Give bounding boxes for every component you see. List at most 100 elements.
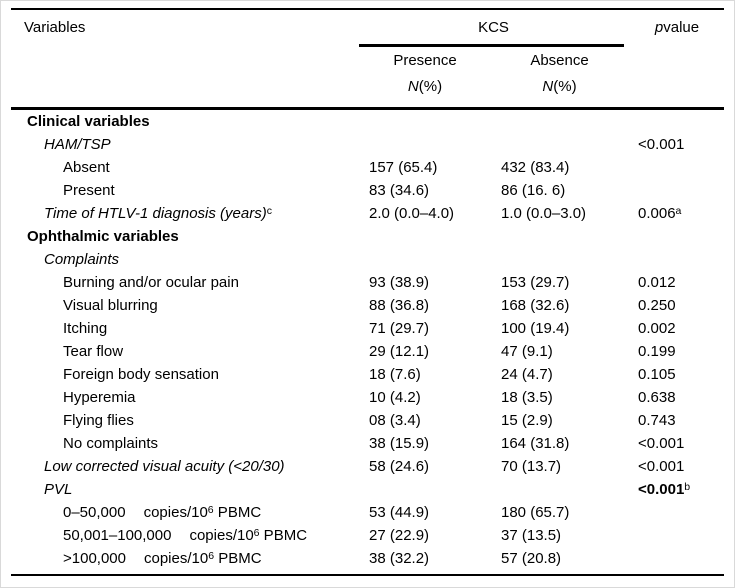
text-segment: PVL	[44, 481, 73, 498]
text-segment: copies/10	[189, 527, 254, 544]
table-row: Tear flow 29 (12.1) 47 (9.1) 0.199	[11, 340, 724, 363]
p-value: 0.002	[628, 317, 726, 340]
column-header-presence: Presence	[393, 51, 457, 69]
presence-n-percent-label: N (%)	[359, 73, 491, 100]
presence-value	[359, 478, 491, 501]
p-value	[628, 524, 726, 547]
absence-value	[491, 225, 628, 248]
row-label: No complaints	[11, 432, 359, 455]
header-separator-rule	[11, 107, 724, 110]
row-label: Foreign body sensation	[11, 363, 359, 386]
p-value: 0.250	[628, 294, 726, 317]
presence-value: 27 (22.9)	[369, 527, 430, 544]
row-label: HAM/TSP	[11, 133, 359, 156]
table-row: PVL <0.001b	[11, 478, 724, 501]
text-segment: 50,001–100,000	[63, 527, 172, 544]
absence-value: 47 (9.1)	[501, 343, 553, 360]
text-segment: N	[407, 78, 419, 95]
table-row: Clinical variables	[11, 110, 724, 133]
text-segment: Present	[63, 182, 115, 199]
presence-value: 38 (32.2)	[369, 550, 430, 567]
table-row: Hyperemia 10 (4.2) 18 (3.5) 0.638	[11, 386, 724, 409]
text-segment: Low corrected visual acuity (<20/30)	[44, 458, 285, 475]
text-segment: 0.002	[638, 320, 676, 337]
text-segment: 0.105	[638, 366, 676, 383]
table-row: Time of HTLV-1 diagnosis (years)c 2.0 (0.…	[11, 202, 724, 225]
p-value: 0.638	[628, 386, 726, 409]
text-segment: >100,000	[63, 550, 126, 567]
text-segment: HAM/TSP	[44, 136, 111, 153]
absence-value: 180 (65.7)	[501, 504, 570, 521]
p-value	[628, 179, 726, 202]
row-label: >100,000 copies/106 PBMC	[11, 547, 359, 570]
absence-value	[491, 133, 628, 156]
text-segment: Flying flies	[63, 412, 134, 429]
table-row: No complaints 38 (15.9) 164 (31.8) <0.001	[11, 432, 724, 455]
text-segment: 6	[253, 527, 260, 539]
p-value	[628, 501, 726, 524]
row-label: Visual blurring	[11, 294, 359, 317]
absence-n-percent-label: N (%)	[491, 73, 628, 100]
top-rule	[11, 8, 724, 10]
presence-value	[359, 248, 491, 271]
p-value: 0.199	[628, 340, 726, 363]
presence-value: 2.0 (0.0–4.0)	[369, 205, 455, 222]
column-header-p-value: p value	[628, 10, 726, 44]
table-row: 0–50,000 copies/106 PBMC 53 (44.9) 180 (65.…	[11, 501, 724, 524]
table-row: >100,000 copies/106 PBMC 38 (32.2) 57 (20.8…	[11, 547, 724, 570]
absence-value: 432 (83.4)	[501, 159, 570, 176]
table-row: Flying flies 08 (3.4) 15 (2.9) 0.743	[11, 409, 724, 432]
p-value: 0.012	[628, 271, 726, 294]
absence-value: 153 (29.7)	[501, 274, 570, 291]
p-value	[628, 248, 726, 271]
presence-value: 58 (24.6)	[369, 458, 430, 475]
absence-value	[491, 110, 628, 133]
absence-value: 70 (13.7)	[501, 458, 562, 475]
absence-value: 164 (31.8)	[501, 435, 570, 452]
text-segment: (%)	[418, 78, 443, 95]
table-row: HAM/TSP <0.001	[11, 133, 724, 156]
text-segment: Itching	[63, 320, 108, 337]
row-label: Low corrected visual acuity (<20/30)	[11, 455, 359, 478]
table-row: Present 83 (34.6) 86 (16. 6)	[11, 179, 724, 202]
p-value: 0.105	[628, 363, 726, 386]
text-segment: copies/10	[143, 550, 209, 567]
presence-value: 88 (36.8)	[369, 297, 430, 314]
absence-value: 18 (3.5)	[501, 389, 553, 406]
row-label: Itching	[11, 317, 359, 340]
row-label: 50,001–100,000 copies/106 PBMC	[11, 524, 359, 547]
absence-value: 15 (2.9)	[501, 412, 553, 429]
text-segment: <0.001	[638, 458, 685, 475]
row-label: Flying flies	[11, 409, 359, 432]
text-segment: PBMC	[213, 504, 262, 521]
text-segment: 0.199	[638, 343, 676, 360]
absence-value	[491, 478, 628, 501]
presence-value	[359, 225, 491, 248]
text-segment: Burning and/or ocular pain	[63, 274, 239, 291]
text-segment: 0.006	[638, 205, 676, 222]
text-segment: 0.638	[638, 389, 676, 406]
row-label: Tear flow	[11, 340, 359, 363]
table-row: Ophthalmic variables	[11, 225, 724, 248]
table-row: 50,001–100,000 copies/106 PBMC 27 (22.9) 37…	[11, 524, 724, 547]
text-segment: Tear flow	[63, 343, 124, 360]
text-segment: 0.012	[638, 274, 676, 291]
text-segment: N	[542, 78, 554, 95]
row-label: 0–50,000 copies/106 PBMC	[11, 501, 359, 524]
presence-value: 29 (12.1)	[369, 343, 430, 360]
p-value: <0.001	[628, 432, 726, 455]
text-segment: Visual blurring	[63, 297, 158, 314]
text-segment: a	[675, 205, 682, 217]
table-row: Visual blurring 88 (36.8) 168 (32.6) 0.250	[11, 294, 724, 317]
absence-value: 24 (4.7)	[501, 366, 553, 383]
row-label: Complaints	[11, 248, 359, 271]
table-row: Itching 71 (29.7) 100 (19.4) 0.002	[11, 317, 724, 340]
kcs-group-underline	[359, 44, 624, 47]
p-value	[628, 110, 726, 133]
text-segment: <0.001	[638, 435, 685, 452]
text-segment: 6	[207, 504, 214, 516]
p-value: <0.001b	[628, 478, 726, 501]
column-header-variables: Variables	[24, 18, 86, 36]
table-row: Foreign body sensation 18 (7.6) 24 (4.7) 0.…	[11, 363, 724, 386]
text-segment: Clinical variables	[27, 113, 150, 130]
